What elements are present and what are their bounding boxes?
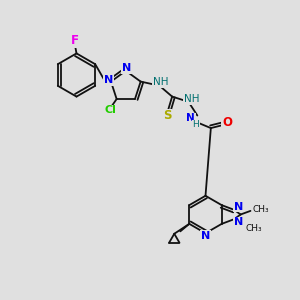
Text: H: H	[193, 120, 199, 129]
Text: CH₃: CH₃	[253, 205, 269, 214]
Text: NH: NH	[184, 94, 200, 104]
Text: S: S	[163, 109, 171, 122]
Text: Cl: Cl	[104, 105, 116, 116]
Text: N: N	[234, 202, 243, 212]
Text: N: N	[104, 75, 113, 85]
Text: N: N	[122, 63, 131, 74]
Text: O: O	[222, 116, 232, 129]
Text: CH₃: CH₃	[245, 224, 262, 233]
Text: N: N	[201, 231, 210, 241]
Text: F: F	[71, 34, 79, 47]
Text: N: N	[234, 217, 243, 227]
Text: NH: NH	[153, 77, 169, 87]
Text: N: N	[186, 113, 195, 124]
